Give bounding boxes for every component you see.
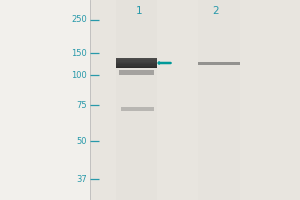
Bar (116, 64, 157, 66)
Text: 50: 50 (76, 136, 87, 146)
Bar (116, 66, 157, 67)
Bar (119, 70, 154, 75)
Bar (116, 63, 157, 64)
Text: 150: 150 (71, 48, 87, 58)
Text: 2: 2 (213, 6, 219, 16)
Bar (116, 58, 157, 59)
Text: 75: 75 (76, 100, 87, 110)
Bar (90, 0, 300, 200)
Text: 37: 37 (76, 174, 87, 184)
Bar (116, 60, 157, 62)
Text: 1: 1 (136, 6, 143, 16)
Bar (116, 67, 157, 68)
Bar (116, 59, 157, 60)
Text: 100: 100 (71, 71, 87, 79)
Text: 250: 250 (71, 16, 87, 24)
Bar (198, 0, 240, 200)
Bar (198, 62, 240, 65)
Bar (121, 107, 154, 111)
Bar (116, 0, 157, 200)
Bar (116, 62, 157, 63)
